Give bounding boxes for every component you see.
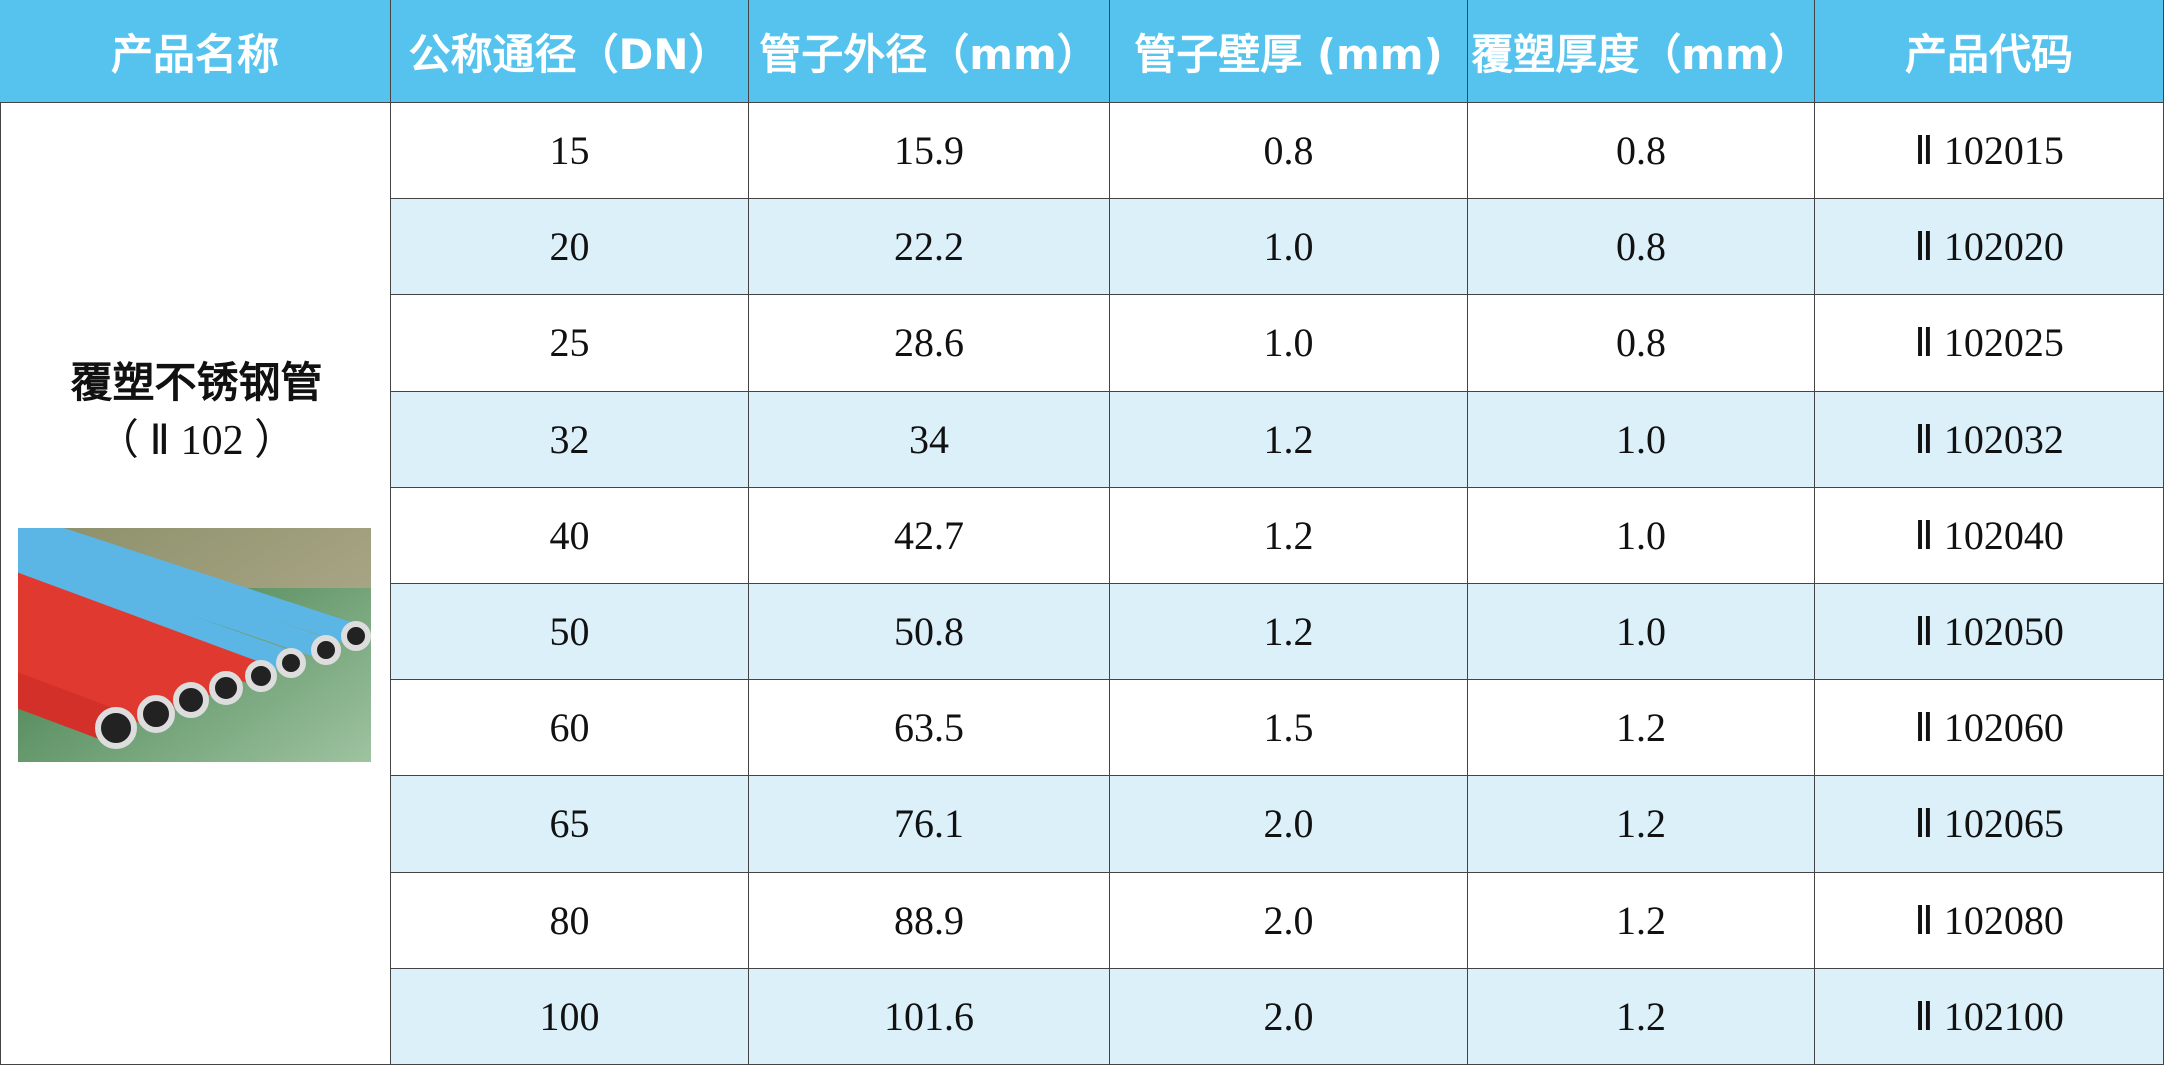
table-cell: Ⅱ 102060 xyxy=(1815,680,2164,777)
table-cell: Ⅱ 102100 xyxy=(1815,968,2164,1065)
table-cell: Ⅱ 102020 xyxy=(1815,199,2164,296)
table-cell: 80 xyxy=(391,872,749,969)
table-cell: 40 xyxy=(391,487,749,584)
table-cell: 88.9 xyxy=(749,872,1110,969)
table-cell: 0.8 xyxy=(1468,103,1815,200)
table-cell: 1.2 xyxy=(1468,872,1815,969)
table-cell: 1.2 xyxy=(1468,680,1815,777)
table-cell: 50.8 xyxy=(749,584,1110,681)
table-cell: Ⅱ 102015 xyxy=(1815,103,2164,200)
product-name: 覆塑不锈钢管 xyxy=(70,358,323,407)
table-cell: 1.5 xyxy=(1110,680,1468,777)
table-cell: 2.0 xyxy=(1110,872,1468,969)
table-cell: 1.2 xyxy=(1468,968,1815,1065)
header-cell: 公称通径（DN） xyxy=(391,0,749,103)
table-cell: Ⅱ 102025 xyxy=(1815,295,2164,392)
table-cell: 28.6 xyxy=(749,295,1110,392)
table-cell: 22.2 xyxy=(749,199,1110,296)
table-cell: 42.7 xyxy=(749,487,1110,584)
table-cell: 0.8 xyxy=(1468,295,1815,392)
table-cell: 1.2 xyxy=(1110,584,1468,681)
table-cell: Ⅱ 102050 xyxy=(1815,584,2164,681)
header-cell: 产品代码 xyxy=(1815,0,2164,103)
table-cell: 15.9 xyxy=(749,103,1110,200)
product-model: （ Ⅱ 102 ） xyxy=(96,418,297,464)
table-cell: 65 xyxy=(391,776,749,873)
product-photo xyxy=(18,528,371,762)
table-cell: Ⅱ 102065 xyxy=(1815,776,2164,873)
table-cell: 15 xyxy=(391,103,749,200)
table-cell: 1.0 xyxy=(1468,584,1815,681)
table-cell: 76.1 xyxy=(749,776,1110,873)
table-cell: 1.2 xyxy=(1110,391,1468,488)
product-cell: 覆塑不锈钢管 （ Ⅱ 102 ） xyxy=(0,103,391,1065)
table-cell: 1.0 xyxy=(1468,487,1815,584)
table-cell: Ⅱ 102080 xyxy=(1815,872,2164,969)
table-cell: 1.2 xyxy=(1110,487,1468,584)
table-cell: 34 xyxy=(749,391,1110,488)
table-cell: 1.0 xyxy=(1468,391,1815,488)
table-cell: 60 xyxy=(391,680,749,777)
table-cell: 1.2 xyxy=(1468,776,1815,873)
table-cell: 25 xyxy=(391,295,749,392)
table-cell: 2.0 xyxy=(1110,968,1468,1065)
header-cell: 产品名称 xyxy=(0,0,391,103)
table-cell: 101.6 xyxy=(749,968,1110,1065)
table-cell: 100 xyxy=(391,968,749,1065)
table-cell: 32 xyxy=(391,391,749,488)
header-cell: 管子壁厚 (mm) xyxy=(1110,0,1468,103)
header-cell: 管子外径（mm） xyxy=(749,0,1110,103)
table-cell: 0.8 xyxy=(1468,199,1815,296)
table-cell: 20 xyxy=(391,199,749,296)
table-cell: 0.8 xyxy=(1110,103,1468,200)
table-cell: 1.0 xyxy=(1110,295,1468,392)
table-cell: 2.0 xyxy=(1110,776,1468,873)
table-cell: Ⅱ 102040 xyxy=(1815,487,2164,584)
table-cell: 50 xyxy=(391,584,749,681)
table-cell: 63.5 xyxy=(749,680,1110,777)
header-cell: 覆塑厚度（mm） xyxy=(1468,0,1815,103)
table-cell: Ⅱ 102032 xyxy=(1815,391,2164,488)
table-cell: 1.0 xyxy=(1110,199,1468,296)
